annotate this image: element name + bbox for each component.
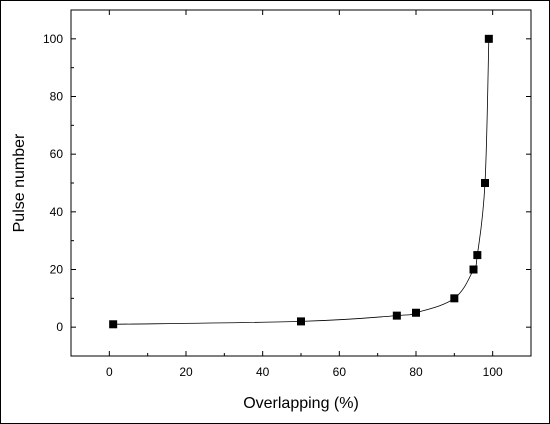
x-tick-label: 80 bbox=[409, 365, 423, 379]
data-point bbox=[412, 308, 420, 317]
x-axis-ticks: 0 20 40 60 80 100 bbox=[70, 10, 532, 379]
y-tick-label: 60 bbox=[50, 147, 64, 161]
axes bbox=[70, 9, 532, 357]
series-line bbox=[113, 38, 490, 325]
y-tick-label: 20 bbox=[50, 263, 64, 277]
data-point bbox=[473, 251, 482, 260]
x-tick-label: 20 bbox=[179, 365, 193, 379]
x-tick-label: 60 bbox=[333, 365, 347, 379]
data-point bbox=[297, 317, 305, 326]
data-point bbox=[481, 179, 489, 187]
x-tick-label: 40 bbox=[256, 365, 270, 379]
x-tick-label: 100 bbox=[483, 365, 503, 379]
data-point bbox=[484, 34, 493, 43]
y-tick-label: 100 bbox=[43, 32, 63, 46]
y-tick-label: 40 bbox=[50, 205, 64, 219]
data-point bbox=[450, 294, 459, 303]
plot-area-border bbox=[70, 9, 532, 357]
y-axis-ticks: 0 20 40 60 80 100 bbox=[43, 9, 531, 357]
y-axis-title: Pulse number bbox=[11, 133, 28, 232]
data-point bbox=[392, 311, 401, 320]
data-point bbox=[109, 320, 118, 329]
series-group bbox=[109, 34, 493, 329]
x-tick-label: 0 bbox=[106, 365, 113, 379]
x-axis-title: Overlapping (%) bbox=[243, 395, 359, 412]
y-tick-label: 0 bbox=[56, 320, 63, 334]
y-tick-label: 80 bbox=[50, 90, 64, 104]
data-point bbox=[469, 265, 478, 274]
